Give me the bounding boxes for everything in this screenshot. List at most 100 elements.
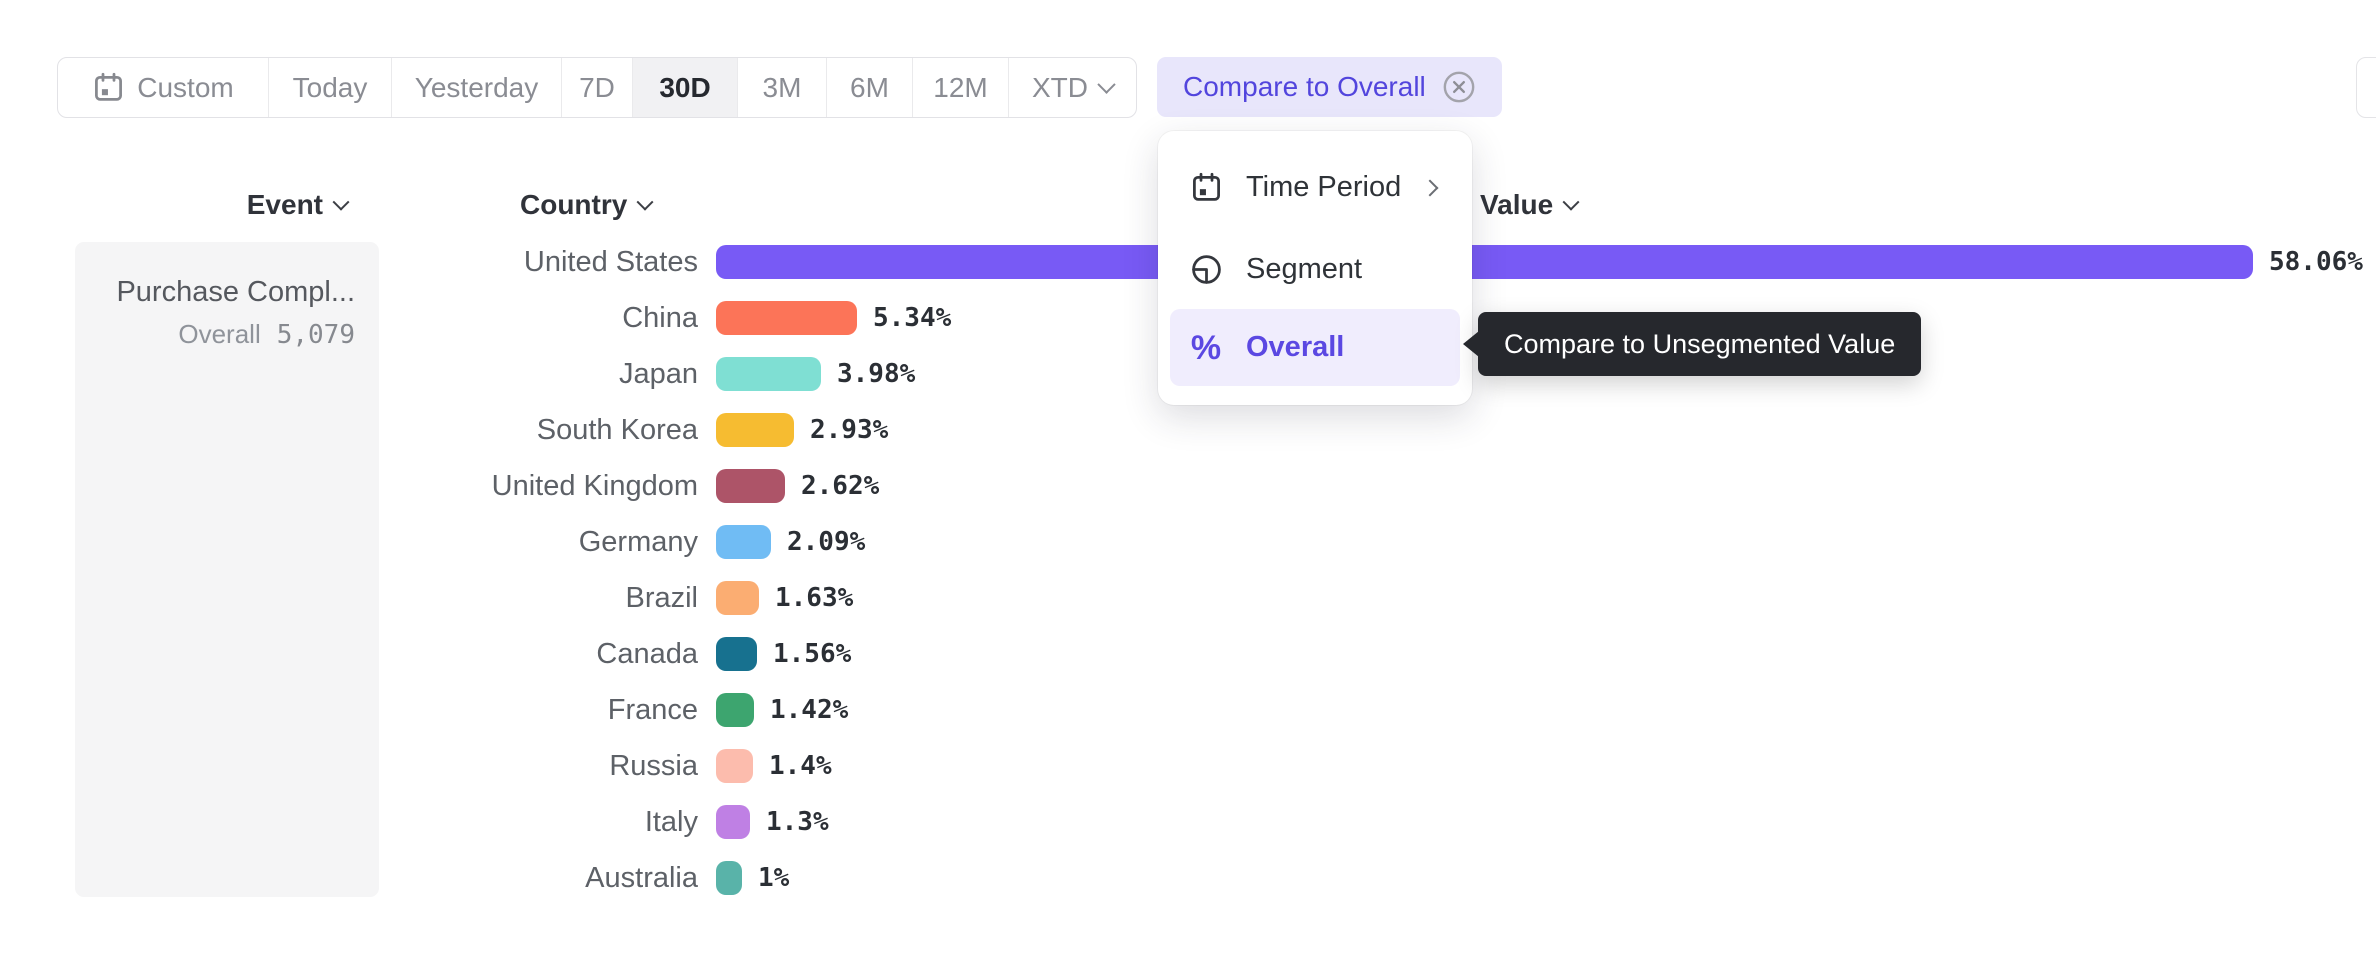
clipped-edge-control[interactable] (2356, 57, 2376, 118)
chart-row-australia: Australia 1% (0, 850, 2376, 906)
chart-row-united-kingdom: United Kingdom 2.62% (0, 458, 2376, 514)
menu-item-time-period[interactable]: Time Period (1170, 149, 1460, 226)
category-label: Japan (618, 358, 698, 390)
value-label: 5.34% (873, 303, 952, 333)
chart-row-germany: Germany 2.09% (0, 514, 2376, 570)
chart-row-italy: Italy 1.3% (0, 794, 2376, 850)
calendar-icon (95, 72, 123, 101)
calendar-icon (1192, 172, 1220, 201)
bar-segment[interactable] (716, 245, 2253, 279)
chevron-down-icon (1562, 193, 1580, 211)
segment-icon (1191, 255, 1221, 284)
circle-x-icon[interactable] (1442, 70, 1476, 104)
category-label: France (607, 694, 698, 726)
chart-row-china: China 5.34% (0, 290, 2376, 346)
chart-row-brazil: Brazil 1.63% (0, 570, 2376, 626)
date-range-yesterday[interactable]: Yesterday (392, 58, 562, 117)
chart-row-united-states: United States 58.06% (0, 234, 2376, 290)
value-label: 2.09% (787, 527, 866, 557)
menu-item-label: Time Period (1246, 171, 1402, 203)
menu-item-segment[interactable]: Segment (1170, 231, 1460, 308)
value-label: 2.93% (810, 415, 889, 445)
segment-label: XTD (1032, 71, 1088, 103)
bar-segment[interactable] (716, 637, 757, 671)
category-label: Canada (596, 638, 698, 670)
column-header-country[interactable]: Country (520, 189, 670, 221)
compare-to-overall-label: Compare to Overall (1183, 71, 1426, 102)
bar-segment[interactable] (716, 861, 742, 895)
chevron-down-icon (332, 193, 350, 211)
bar-segment[interactable] (716, 581, 759, 615)
segment-label: Yesterday (414, 71, 539, 103)
event-overall-value: 5,079 (276, 320, 355, 350)
date-range-3m[interactable]: 3M (738, 58, 827, 117)
category-label: United Kingdom (491, 470, 698, 502)
bar-segment[interactable] (716, 469, 785, 503)
tooltip: Compare to Unsegmented Value (1462, 312, 1922, 376)
bar-segment[interactable] (716, 357, 821, 391)
compare-dropdown-menu: Time Period Segment% Overall (1158, 131, 1472, 405)
date-range-segmented-control: Custom Today Yesterday 7D 30D 3M 6M 12M XTD (57, 57, 1137, 118)
chevron-down-icon (636, 193, 654, 211)
value-label: 1.56% (773, 639, 852, 669)
value-label: 3.98% (837, 359, 916, 389)
bar-segment[interactable] (716, 301, 857, 335)
value-label: 1.42% (770, 695, 849, 725)
event-overall-label: Overall (178, 319, 261, 349)
date-range-7d[interactable]: 7D (562, 58, 633, 117)
segment-label: Today (292, 71, 368, 103)
category-label: Germany (578, 526, 698, 558)
chart-row-south-korea: South Korea 2.93% (0, 402, 2376, 458)
segment-label: 12M (933, 71, 988, 103)
compare-to-overall-button[interactable]: Compare to Overall (1157, 57, 1502, 117)
bar-segment[interactable] (716, 749, 753, 783)
date-range-xtd[interactable]: XTD (1009, 58, 1136, 117)
value-label: 1.4% (769, 751, 832, 781)
category-label: Italy (644, 806, 698, 838)
menu-item-label: Segment (1246, 253, 1363, 285)
chart-row-france: France 1.42% (0, 682, 2376, 738)
date-range-today[interactable]: Today (269, 58, 392, 117)
chevron-down-icon (1097, 75, 1116, 94)
chart-row-japan: Japan 3.98% (0, 346, 2376, 402)
value-label: 1% (758, 863, 790, 893)
category-label: United States (523, 246, 698, 278)
value-label: 58.06% (2269, 247, 2363, 277)
menu-item-overall[interactable]: % Overall (1170, 309, 1460, 386)
date-range-6m[interactable]: 6M (827, 58, 913, 117)
column-header-value[interactable]: Value (1480, 189, 1620, 221)
percent-icon: % (1190, 328, 1222, 367)
country-header-label: Country (520, 189, 628, 220)
category-label: China (622, 302, 698, 334)
segment-label: Custom (137, 71, 234, 103)
segment-label: 7D (579, 71, 615, 103)
date-range-12m[interactable]: 12M (913, 58, 1009, 117)
value-label: 2.62% (801, 471, 880, 501)
value-header-label: Value (1480, 189, 1554, 220)
category-label: Brazil (625, 582, 698, 614)
bar-segment[interactable] (716, 413, 794, 447)
category-label: Russia (609, 750, 698, 782)
menu-item-label: Overall (1246, 331, 1345, 363)
category-label: Australia (585, 862, 698, 894)
event-name: Purchase Compl... (116, 276, 355, 308)
value-label: 1.3% (766, 807, 829, 837)
chevron-right-icon (1421, 179, 1439, 196)
bar-segment[interactable] (716, 525, 771, 559)
chart-row-canada: Canada 1.56% (0, 626, 2376, 682)
segment-label: 30D (659, 71, 711, 103)
segment-label: 6M (850, 71, 889, 103)
date-range-30d[interactable]: 30D (633, 58, 738, 117)
event-card[interactable]: Purchase Compl... Overall 5,079 (75, 242, 379, 897)
column-header-event[interactable]: Event (147, 189, 350, 221)
bar-segment[interactable] (716, 693, 754, 727)
date-range-custom[interactable]: Custom (58, 58, 269, 117)
tooltip-text: Compare to Unsegmented Value (1504, 328, 1896, 359)
segment-label: 3M (762, 71, 802, 103)
chart-row-russia: Russia 1.4% (0, 738, 2376, 794)
category-label: South Korea (536, 414, 698, 446)
event-header-label: Event (246, 189, 323, 220)
value-label: 1.63% (775, 583, 854, 613)
bar-segment[interactable] (716, 805, 750, 839)
